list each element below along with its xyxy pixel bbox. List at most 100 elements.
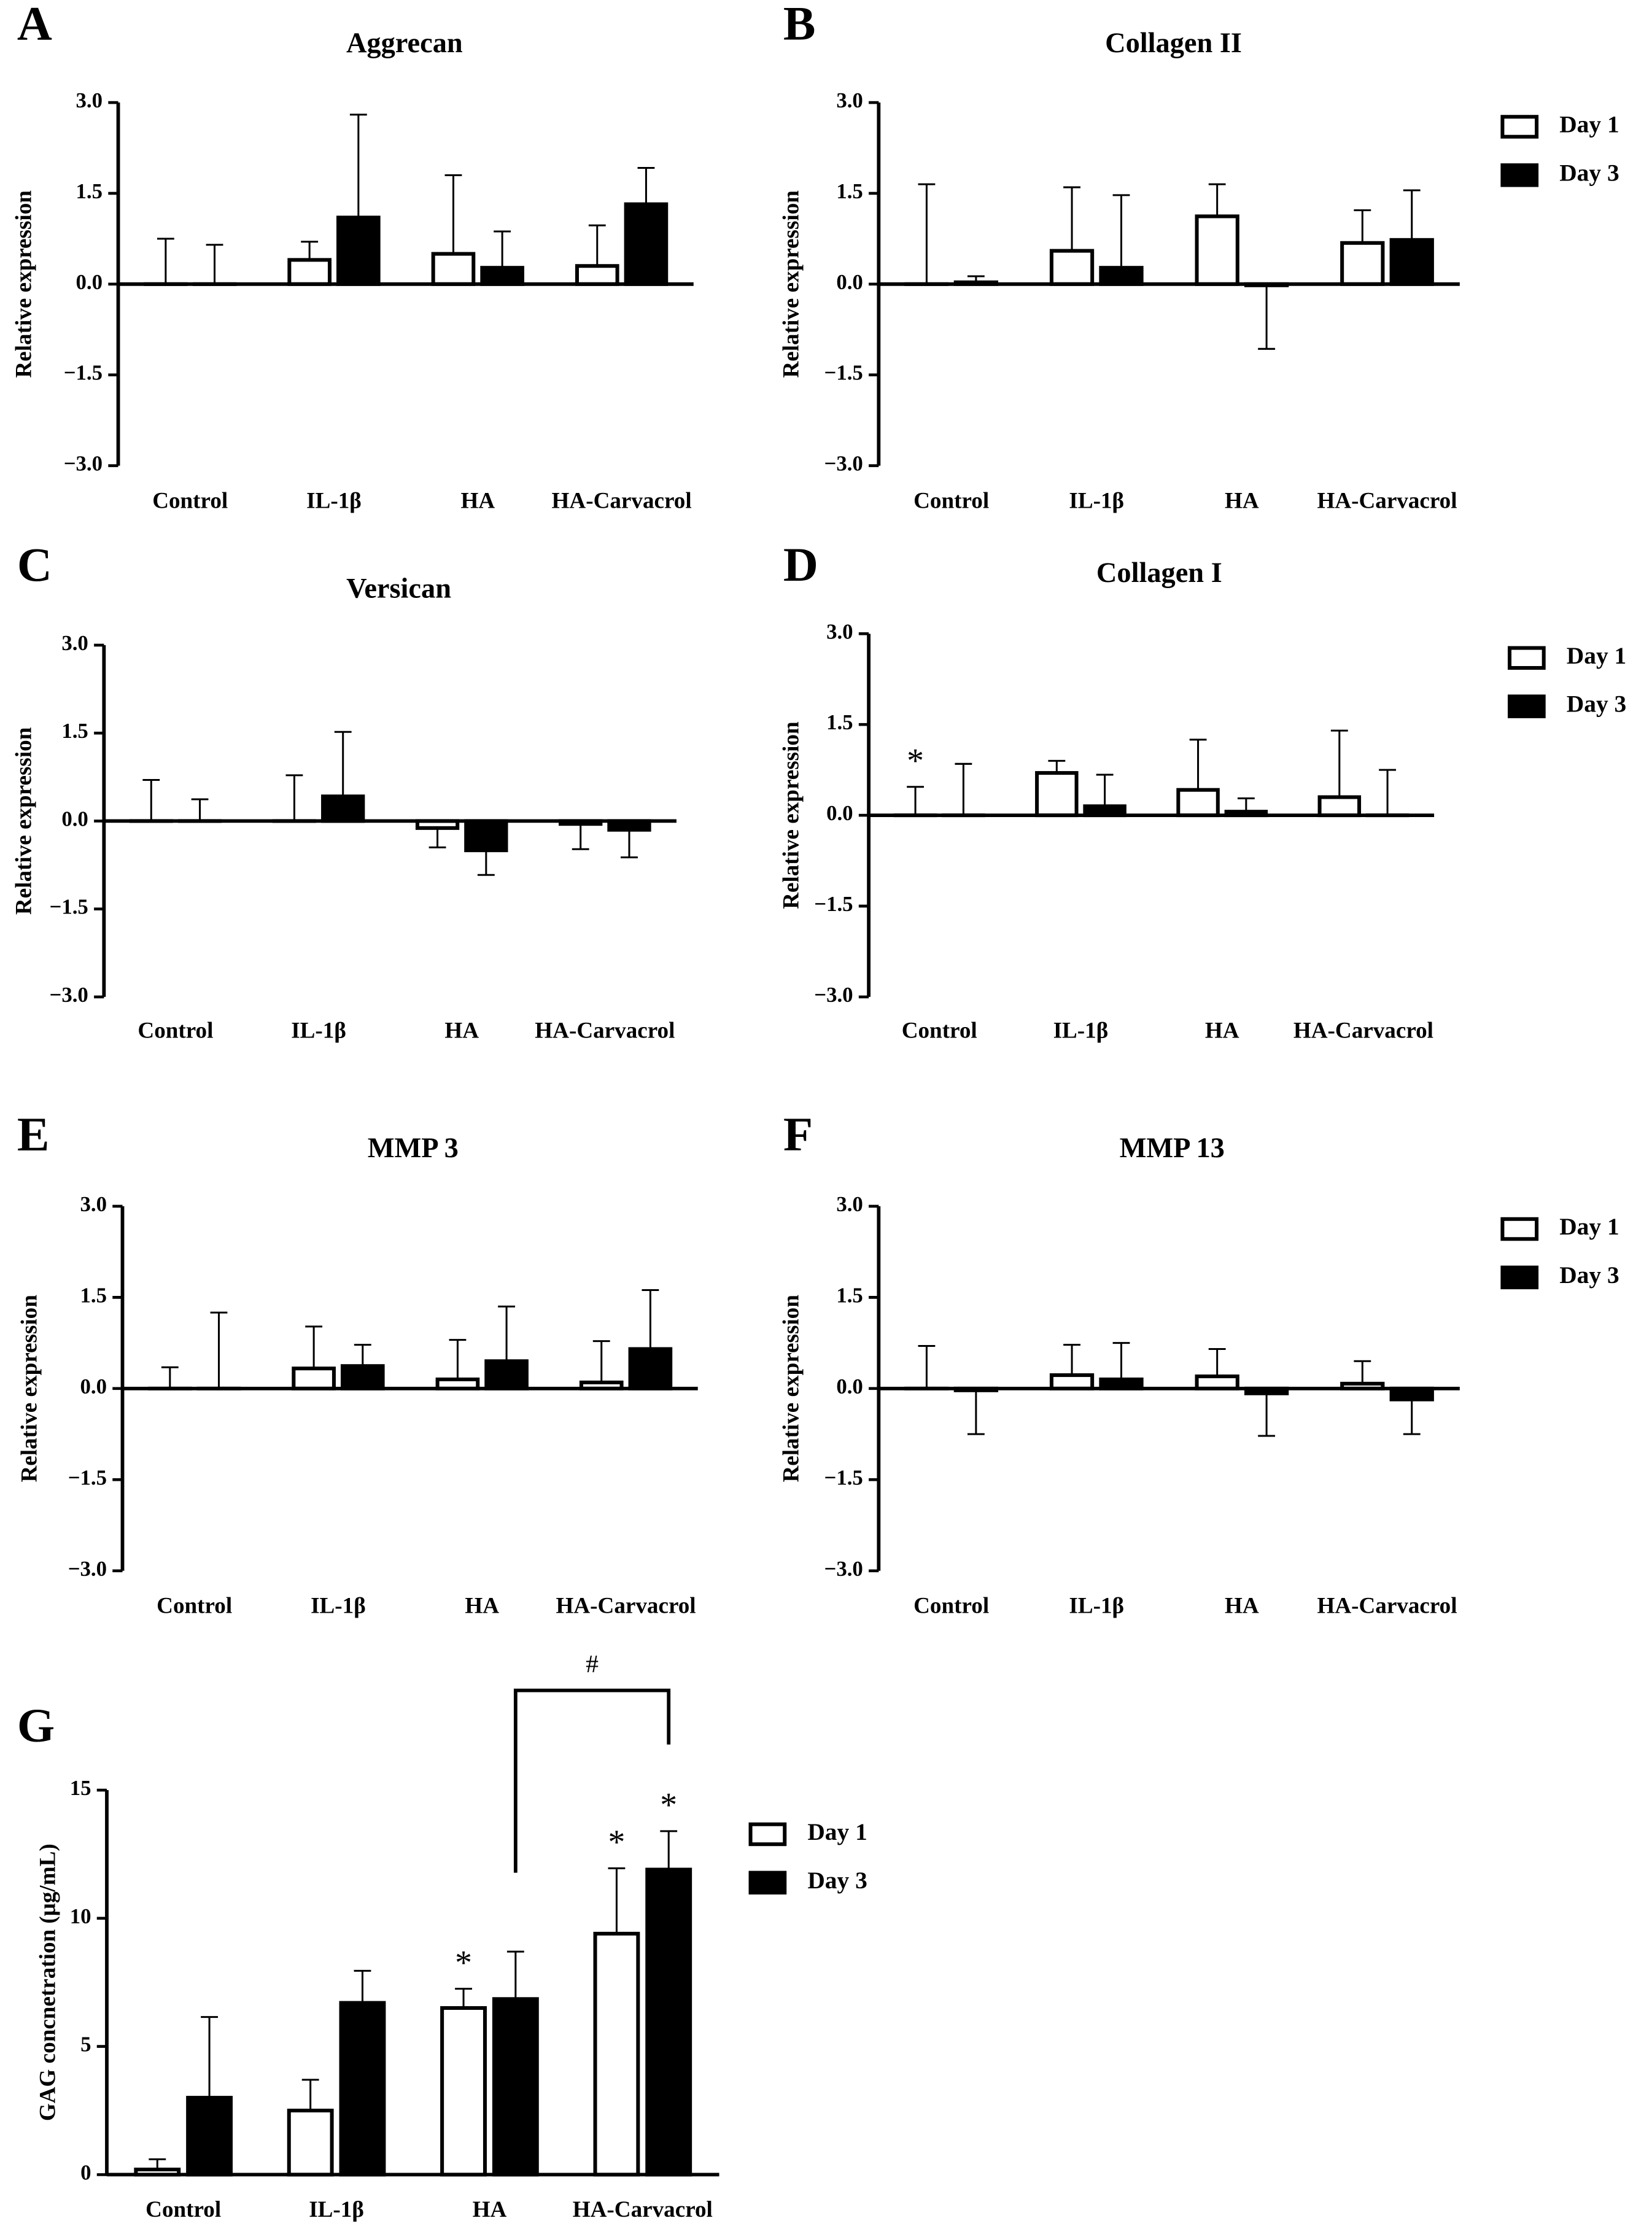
- panel: C Versican Relative expression −3.0 −1.5 0.0 1…: [11, 538, 677, 1043]
- legend-label: Day 3: [807, 1867, 867, 1894]
- bar: [1099, 266, 1144, 286]
- bar: [1195, 1374, 1239, 1390]
- x-tick-label: HA: [473, 2197, 507, 2222]
- x-tick-label: IL-1β: [1069, 488, 1124, 513]
- y-tick-label: −1.5: [824, 1465, 863, 1489]
- x-tick-label: IL-1β: [309, 2197, 364, 2222]
- bar: [336, 215, 381, 286]
- x-tick-label: HA-Carvacrol: [1317, 1594, 1457, 1619]
- y-tick-label: 3.0: [61, 631, 88, 655]
- legend-swatch: [1508, 646, 1546, 670]
- x-tick-label: HA-Carvacrol: [1317, 488, 1457, 513]
- bar: [484, 1359, 529, 1390]
- x-tick-label: Control: [138, 1018, 213, 1043]
- bar: [575, 264, 619, 286]
- chart-title: Aggrecan: [346, 28, 463, 59]
- y-tick-label: 10: [70, 1904, 91, 1928]
- x-tick-label: IL-1β: [1053, 1018, 1109, 1043]
- bar: [480, 266, 524, 286]
- y-tick-label: −3.0: [68, 1557, 107, 1581]
- y-tick-label: 0.0: [836, 1374, 863, 1398]
- bar: [624, 202, 669, 286]
- y-tick-label: 1.5: [826, 710, 853, 734]
- bar: [340, 1364, 385, 1390]
- y-axis-label: Relative expression: [11, 190, 36, 378]
- bar: [1340, 241, 1385, 286]
- bar: [321, 794, 365, 823]
- y-tick-label: 3.0: [826, 619, 853, 643]
- y-tick-label: 0.0: [61, 807, 88, 831]
- x-tick-label: HA-Carvacrol: [535, 1018, 675, 1043]
- bar: [1049, 249, 1095, 286]
- y-tick-label: −3.0: [50, 983, 88, 1007]
- y-tick-label: 1.5: [836, 1283, 863, 1307]
- y-tick-label: 5: [80, 2033, 91, 2057]
- chart-title: MMP 13: [1120, 1133, 1225, 1164]
- y-tick-label: 0: [80, 2160, 91, 2184]
- bar: [1317, 795, 1362, 818]
- bar: [186, 2096, 233, 2177]
- bar: [492, 1997, 539, 2177]
- y-axis-label: Relative expression: [779, 190, 804, 378]
- panel-letter: F: [783, 1108, 813, 1161]
- bar: [593, 1931, 640, 2177]
- y-tick-label: −3.0: [824, 452, 863, 476]
- legend-swatch: [1500, 1217, 1539, 1241]
- legend-label: Day 1: [1559, 1213, 1619, 1240]
- legend-label: Day 3: [1559, 1262, 1619, 1289]
- x-tick-label: IL-1β: [306, 488, 362, 513]
- y-tick-label: 3.0: [836, 1192, 863, 1216]
- significance-mark: *: [455, 1944, 472, 1982]
- bar: [287, 2108, 334, 2177]
- x-tick-label: HA-Carvacrol: [573, 2197, 713, 2222]
- bar: [292, 1367, 336, 1390]
- bracket-label: #: [586, 1650, 599, 1678]
- panel: G GAG concnetration (μg/mL) 0 5 10 15 Control I…: [17, 1650, 867, 2222]
- panel-letter: B: [783, 0, 816, 50]
- y-axis-label: Relative expression: [17, 1295, 42, 1483]
- y-axis-label: Relative expression: [779, 721, 804, 909]
- legend-label: Day 1: [1567, 642, 1626, 669]
- chart-title: MMP 3: [368, 1133, 459, 1164]
- bar: [1049, 1373, 1095, 1390]
- x-tick-label: Control: [145, 2197, 221, 2222]
- panel: B Collagen II Relative expression −3.0 −1.5 0…: [779, 0, 1619, 513]
- x-tick-label: Control: [157, 1594, 232, 1619]
- bar: [339, 2001, 386, 2177]
- x-tick-label: IL-1β: [311, 1594, 366, 1619]
- legend-swatch: [748, 1822, 787, 1847]
- bar: [628, 1347, 673, 1390]
- panel-letter: A: [17, 0, 52, 50]
- panel: D Collagen I Relative expression −3.0 −1.5 0.…: [779, 538, 1627, 1043]
- bar: [1195, 214, 1239, 286]
- bar: [464, 819, 508, 853]
- legend-label: Day 1: [807, 1818, 867, 1845]
- panel-letter: E: [17, 1108, 50, 1161]
- bar: [1389, 238, 1434, 286]
- y-tick-label: 0.0: [836, 270, 863, 294]
- panel-letter: C: [17, 538, 52, 592]
- bar: [645, 1867, 692, 2177]
- x-tick-label: HA: [1225, 1594, 1259, 1619]
- legend-label: Day 3: [1567, 691, 1626, 718]
- significance-mark: *: [907, 742, 924, 780]
- x-tick-label: HA-Carvacrol: [556, 1594, 696, 1619]
- x-tick-label: IL-1β: [1069, 1594, 1124, 1619]
- y-axis-label: Relative expression: [779, 1295, 804, 1483]
- bar: [287, 258, 332, 286]
- x-tick-label: HA-Carvacrol: [552, 488, 692, 513]
- y-tick-label: 3.0: [836, 88, 863, 112]
- y-tick-label: −1.5: [824, 361, 863, 385]
- y-tick-label: −1.5: [64, 361, 103, 385]
- y-tick-label: −1.5: [814, 892, 853, 916]
- chart-title: Versican: [346, 573, 451, 604]
- legend-swatch: [1500, 163, 1539, 187]
- x-tick-label: HA: [465, 1594, 499, 1619]
- legend-label: Day 3: [1559, 159, 1619, 186]
- chart-title: Collagen II: [1105, 28, 1242, 59]
- y-tick-label: 15: [70, 1776, 91, 1800]
- panel: F MMP 13 Relative expression −3.0 −1.5 0.0 1.5…: [779, 1108, 1619, 1619]
- panel-letter: G: [17, 1699, 55, 1753]
- x-tick-label: Control: [913, 1594, 989, 1619]
